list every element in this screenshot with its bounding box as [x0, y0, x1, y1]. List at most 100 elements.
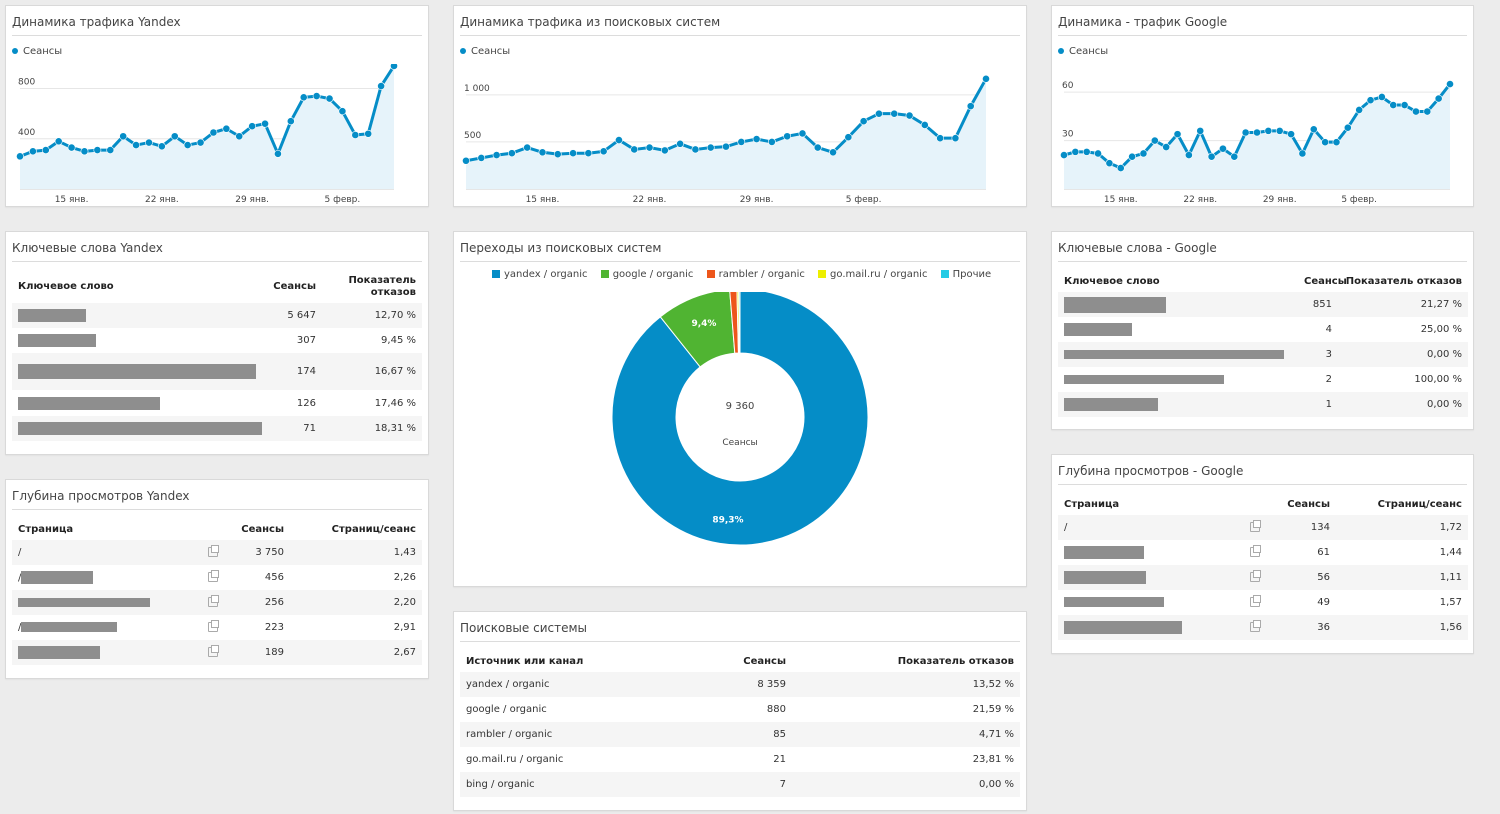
- column-header-page[interactable]: Страница: [18, 523, 74, 535]
- external-link-cell[interactable]: [202, 640, 224, 665]
- page-cell[interactable]: [1058, 590, 1244, 615]
- column-header-sessions[interactable]: Сеансы: [273, 281, 316, 292]
- legend-label: Сеансы: [23, 46, 63, 57]
- page-cell[interactable]: /: [1058, 515, 1244, 540]
- keyword-cell[interactable]: [12, 303, 262, 328]
- external-link-cell[interactable]: [1244, 615, 1266, 640]
- external-link-cell[interactable]: [202, 590, 224, 615]
- source-cell[interactable]: yandex / organic: [460, 672, 700, 697]
- column-header-sessions[interactable]: Сеансы: [1287, 498, 1330, 510]
- data-point: [54, 137, 63, 146]
- column-header-sessions[interactable]: Сеансы: [743, 655, 786, 667]
- page-cell[interactable]: [1058, 565, 1244, 590]
- data-point: [1094, 149, 1102, 158]
- widget-title[interactable]: Переходы из поисковых систем: [460, 241, 1020, 262]
- line-chart[interactable]: 1 000 500 15 янв. 22 янв. 29 янв. 5 февр.: [454, 64, 1024, 204]
- source-cell[interactable]: bing / organic: [460, 772, 700, 797]
- page-cell[interactable]: /: [12, 540, 202, 565]
- widget-title[interactable]: Глубина просмотров - Google: [1058, 464, 1467, 485]
- bounce-cell: 12,70 %: [322, 303, 422, 328]
- column-header-source[interactable]: Источник или канал: [466, 655, 584, 667]
- keyword-cell[interactable]: [12, 416, 262, 441]
- widget-search-traffic: Динамика трафика из поисковых систем Сеа…: [453, 5, 1027, 207]
- donut-center-label: Сеансы: [722, 438, 757, 448]
- widget-title[interactable]: Динамика трафика Yandex: [12, 15, 422, 36]
- legend-item-gomail[interactable]: go.mail.ru / organic: [818, 269, 927, 280]
- sessions-cell: 456: [264, 572, 284, 583]
- column-header-sessions[interactable]: Сеансы: [241, 523, 284, 535]
- legend-item-other[interactable]: Прочие: [940, 269, 991, 280]
- widget-title[interactable]: Поисковые системы: [460, 621, 1020, 642]
- keyword-cell[interactable]: [1058, 367, 1298, 392]
- page-cell[interactable]: [12, 640, 202, 665]
- sessions-cell: 2: [1325, 374, 1332, 385]
- external-link-cell[interactable]: [1244, 590, 1266, 615]
- keyword-cell[interactable]: [12, 353, 262, 390]
- legend-dot: [12, 48, 18, 54]
- keyword-cell[interactable]: [12, 328, 262, 353]
- column-header-keyword[interactable]: Ключевое слово: [1064, 275, 1160, 287]
- data-point: [390, 64, 398, 70]
- redacted-text: [1064, 597, 1164, 607]
- legend-item-yandex[interactable]: yandex / organic: [492, 269, 588, 280]
- source-cell[interactable]: google / organic: [466, 704, 547, 715]
- keyword-cell[interactable]: [1058, 392, 1298, 417]
- widget-title[interactable]: Ключевые слова Yandex: [12, 241, 422, 262]
- external-link-cell[interactable]: [202, 565, 224, 590]
- column-header-pages-per-session[interactable]: Страниц/сеанс: [331, 523, 416, 535]
- external-link-icon[interactable]: [208, 595, 219, 607]
- external-link-icon[interactable]: [208, 620, 219, 632]
- legend-item-rambler[interactable]: rambler / organic: [706, 269, 805, 280]
- external-link-icon[interactable]: [208, 545, 219, 557]
- sessions-cell: 3 750: [224, 540, 290, 565]
- page-cell[interactable]: [1058, 615, 1244, 640]
- source-cell[interactable]: rambler / organic: [460, 722, 700, 747]
- legend-item-google[interactable]: google / organic: [600, 269, 693, 280]
- pie-slice: [659, 292, 736, 368]
- data-point: [538, 148, 547, 157]
- external-link-icon[interactable]: [1250, 545, 1261, 557]
- external-link-icon[interactable]: [208, 570, 219, 582]
- keyword-cell[interactable]: [12, 390, 262, 416]
- external-link-cell[interactable]: [1244, 515, 1266, 540]
- line-chart[interactable]: 60 30 15 янв. 22 янв. 29 янв. 5 февр.: [1052, 64, 1471, 204]
- external-link-cell[interactable]: [202, 615, 224, 640]
- external-link-icon[interactable]: [1250, 620, 1261, 632]
- external-link-cell[interactable]: [1244, 540, 1266, 565]
- source-cell[interactable]: go.mail.ru / organic: [466, 754, 564, 765]
- column-header-bounce-rate[interactable]: Показатель отказов: [348, 274, 416, 298]
- page-cell[interactable]: /: [12, 615, 202, 640]
- external-link-icon[interactable]: [1250, 595, 1261, 607]
- external-link-icon[interactable]: [1250, 520, 1261, 532]
- column-header-bounce-rate[interactable]: Показатель отказов: [897, 655, 1014, 667]
- external-link-cell[interactable]: [1244, 565, 1266, 590]
- page-cell[interactable]: [12, 590, 202, 615]
- keyword-cell[interactable]: [1058, 342, 1298, 367]
- x-tick-label: 22 янв.: [145, 195, 179, 204]
- widget-title[interactable]: Ключевые слова - Google: [1058, 241, 1467, 262]
- keyword-cell[interactable]: [1058, 317, 1298, 342]
- external-link-icon[interactable]: [1250, 570, 1261, 582]
- widget-title[interactable]: Динамика - трафик Google: [1058, 15, 1467, 36]
- table-row: 5 647 12,70 %: [12, 303, 422, 328]
- data-point: [615, 136, 623, 144]
- column-header-sessions[interactable]: Сеансы: [1304, 275, 1347, 287]
- data-point: [1377, 93, 1386, 101]
- external-link-icon[interactable]: [208, 645, 219, 657]
- widget-title[interactable]: Динамика трафика из поисковых систем: [460, 15, 1020, 36]
- page-cell[interactable]: [1058, 540, 1244, 565]
- widget-title[interactable]: Глубина просмотров Yandex: [12, 489, 422, 510]
- donut-chart[interactable]: 89,3% 9,4% 9 360 Сеансы: [454, 292, 1026, 582]
- column-header-bounce-rate[interactable]: Показатель отказов: [1345, 275, 1462, 287]
- data-point: [145, 138, 153, 147]
- column-header-keyword[interactable]: Ключевое слово: [18, 281, 114, 292]
- data-point: [274, 149, 282, 158]
- keyword-cell[interactable]: [1058, 292, 1298, 317]
- y-tick-label: 60: [1062, 81, 1074, 91]
- table-row: 49 1,57: [1058, 590, 1468, 615]
- column-header-pages-per-session[interactable]: Страниц/сеанс: [1377, 498, 1462, 510]
- line-chart[interactable]: 800 400 15 янв. 22 янв. 29 янв. 5 февр.: [6, 64, 426, 204]
- page-cell[interactable]: /: [12, 565, 202, 590]
- external-link-cell[interactable]: [202, 540, 224, 565]
- column-header-page[interactable]: Страница: [1064, 498, 1120, 510]
